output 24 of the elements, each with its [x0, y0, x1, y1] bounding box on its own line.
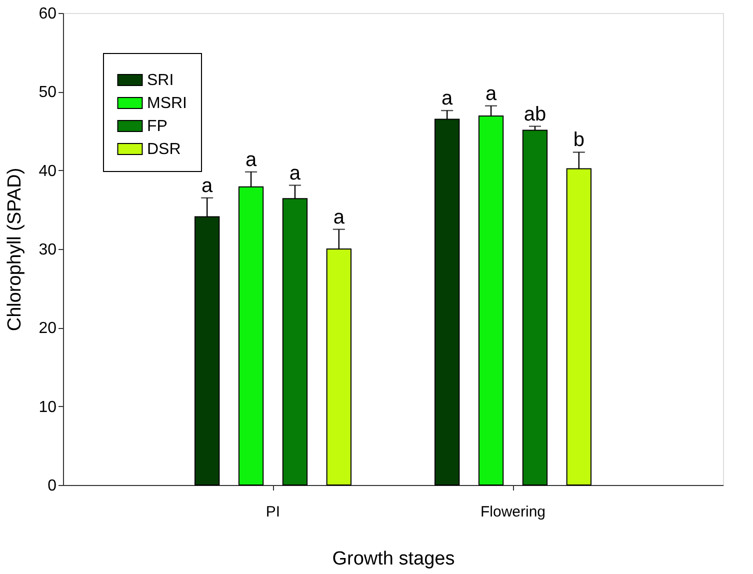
- legend-label: MSRI: [147, 95, 187, 112]
- legend-label: DSR: [147, 141, 181, 158]
- annotation: a: [289, 162, 302, 184]
- y-tick-label: 30: [38, 242, 57, 258]
- annotation: ab: [524, 103, 546, 126]
- annotation: a: [202, 174, 214, 197]
- y-tick-label: 0: [48, 478, 57, 494]
- annotation: a: [245, 148, 258, 171]
- x-tick-label: PI: [266, 504, 280, 520]
- bar: [522, 130, 548, 486]
- annotation: b: [573, 129, 584, 152]
- y-tick-label: 40: [38, 162, 57, 180]
- y-tick-label: 10: [38, 398, 57, 416]
- annotation: a: [333, 206, 346, 228]
- y-tick-label: 50: [38, 84, 57, 102]
- y-axis-title: Chlorophyll (SPAD): [4, 168, 26, 332]
- annotation: a: [485, 82, 498, 105]
- y-tick-label: 60: [38, 6, 57, 22]
- legend-label: FP: [147, 118, 168, 135]
- legend-label: SRI: [147, 72, 174, 89]
- y-tick-label: 20: [38, 320, 57, 338]
- x-axis-title: Growth stages: [332, 548, 455, 570]
- annotation: a: [442, 88, 454, 110]
- x-tick-label: Flowering: [480, 504, 546, 520]
